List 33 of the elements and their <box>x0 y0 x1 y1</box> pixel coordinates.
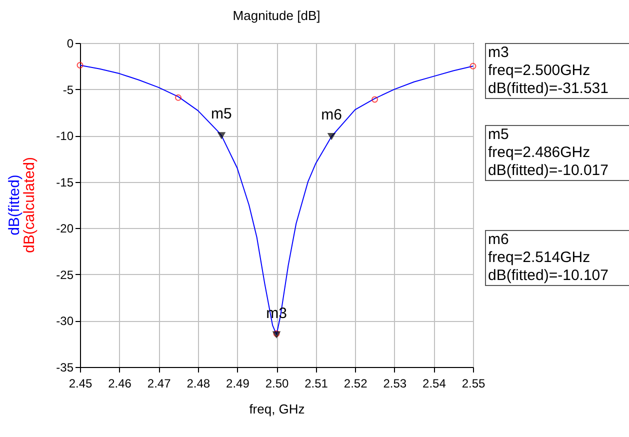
y-tick-label: -15 <box>56 175 74 190</box>
point <box>327 132 336 140</box>
y-tick-label: -5 <box>62 82 74 97</box>
x-tick-label: 2.45 <box>68 376 92 390</box>
x-axis-title: freq, GHz <box>249 402 305 416</box>
x-tick-label: 2.50 <box>265 376 289 390</box>
y-tick-label: -25 <box>56 268 74 282</box>
x-tick-label: 2.48 <box>186 376 210 390</box>
x-tick-label: 2.47 <box>147 376 172 390</box>
y-tick-label: -20 <box>56 222 74 236</box>
x-tick-label: 2.46 <box>108 376 132 390</box>
y-tick-label: -30 <box>56 314 74 328</box>
x-tick-label: 2.51 <box>304 376 328 390</box>
x-tick-label: 2.54 <box>422 376 446 390</box>
text: m6 freq=2.514GHz dB(fitted)=-10.107 <box>485 230 629 286</box>
x-tick-label: 2.55 <box>462 376 486 390</box>
point <box>76 62 84 68</box>
annotation: m6 <box>321 106 342 124</box>
x-tick-label: 2.49 <box>226 376 250 390</box>
text: m5 freq=2.486GHz dB(fitted)=-10.017 <box>485 125 629 181</box>
y-tick-label: -10 <box>56 129 74 144</box>
chart-title: Magnitude [dB] <box>232 8 320 23</box>
point <box>372 96 378 103</box>
text: m3 freq=2.500GHz dB(fitted)=-31.531 <box>485 43 629 99</box>
y-tick-label: 0 <box>66 36 74 50</box>
annotation: m5 <box>211 106 232 123</box>
point <box>470 62 476 70</box>
x-tick-label: 2.52 <box>344 376 368 390</box>
y-tick-label: -35 <box>56 360 74 374</box>
x-tick-label: 2.53 <box>383 376 407 390</box>
text: dB(fitted) <box>6 174 23 238</box>
point <box>217 132 226 140</box>
point <box>175 94 182 101</box>
